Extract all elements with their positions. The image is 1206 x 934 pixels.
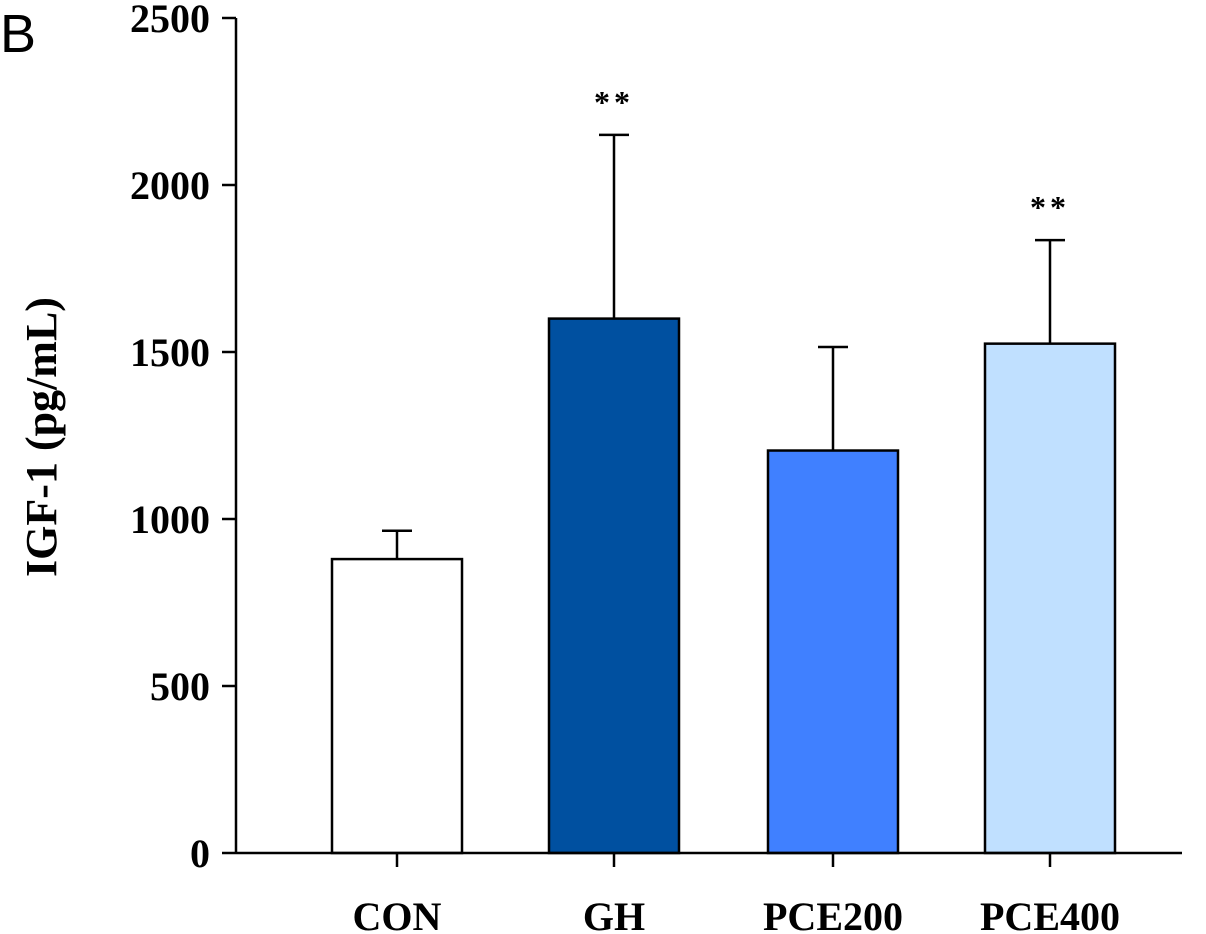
- x-tick-label: PCE400: [980, 894, 1120, 934]
- panel-label: B: [0, 4, 36, 64]
- y-tick-label: 1500: [130, 330, 210, 375]
- bar-pce200: [766, 449, 900, 855]
- bars: [330, 317, 1117, 855]
- significance-marker: **: [1030, 189, 1070, 225]
- y-axis-title: IGF-1 (pg/mL): [17, 297, 66, 577]
- bar-con: [330, 557, 464, 855]
- significance-markers: ** **: [594, 84, 1070, 225]
- bar-gh: [547, 317, 681, 855]
- x-axis-labels: CON GH PCE200 PCE400: [353, 853, 1120, 934]
- x-tick-label: CON: [353, 894, 442, 934]
- x-tick-label: PCE200: [763, 894, 903, 934]
- bar-pce400: [983, 342, 1117, 855]
- y-tick-label: 2000: [130, 163, 210, 208]
- y-axis-ticks: 0 500 1000 1500 2000 2500: [130, 0, 236, 876]
- y-tick-label: 500: [150, 664, 210, 709]
- error-bar-con: [382, 529, 412, 560]
- significance-marker: **: [594, 84, 634, 120]
- error-bar-pce400: [1035, 238, 1065, 344]
- error-bar-pce200: [818, 345, 848, 451]
- y-tick-label: 2500: [130, 0, 210, 41]
- error-bars: [382, 133, 1065, 560]
- x-tick-label: GH: [583, 894, 645, 934]
- y-tick-label: 1000: [130, 497, 210, 542]
- y-tick-label: 0: [190, 831, 210, 876]
- error-bar-gh: [599, 133, 629, 319]
